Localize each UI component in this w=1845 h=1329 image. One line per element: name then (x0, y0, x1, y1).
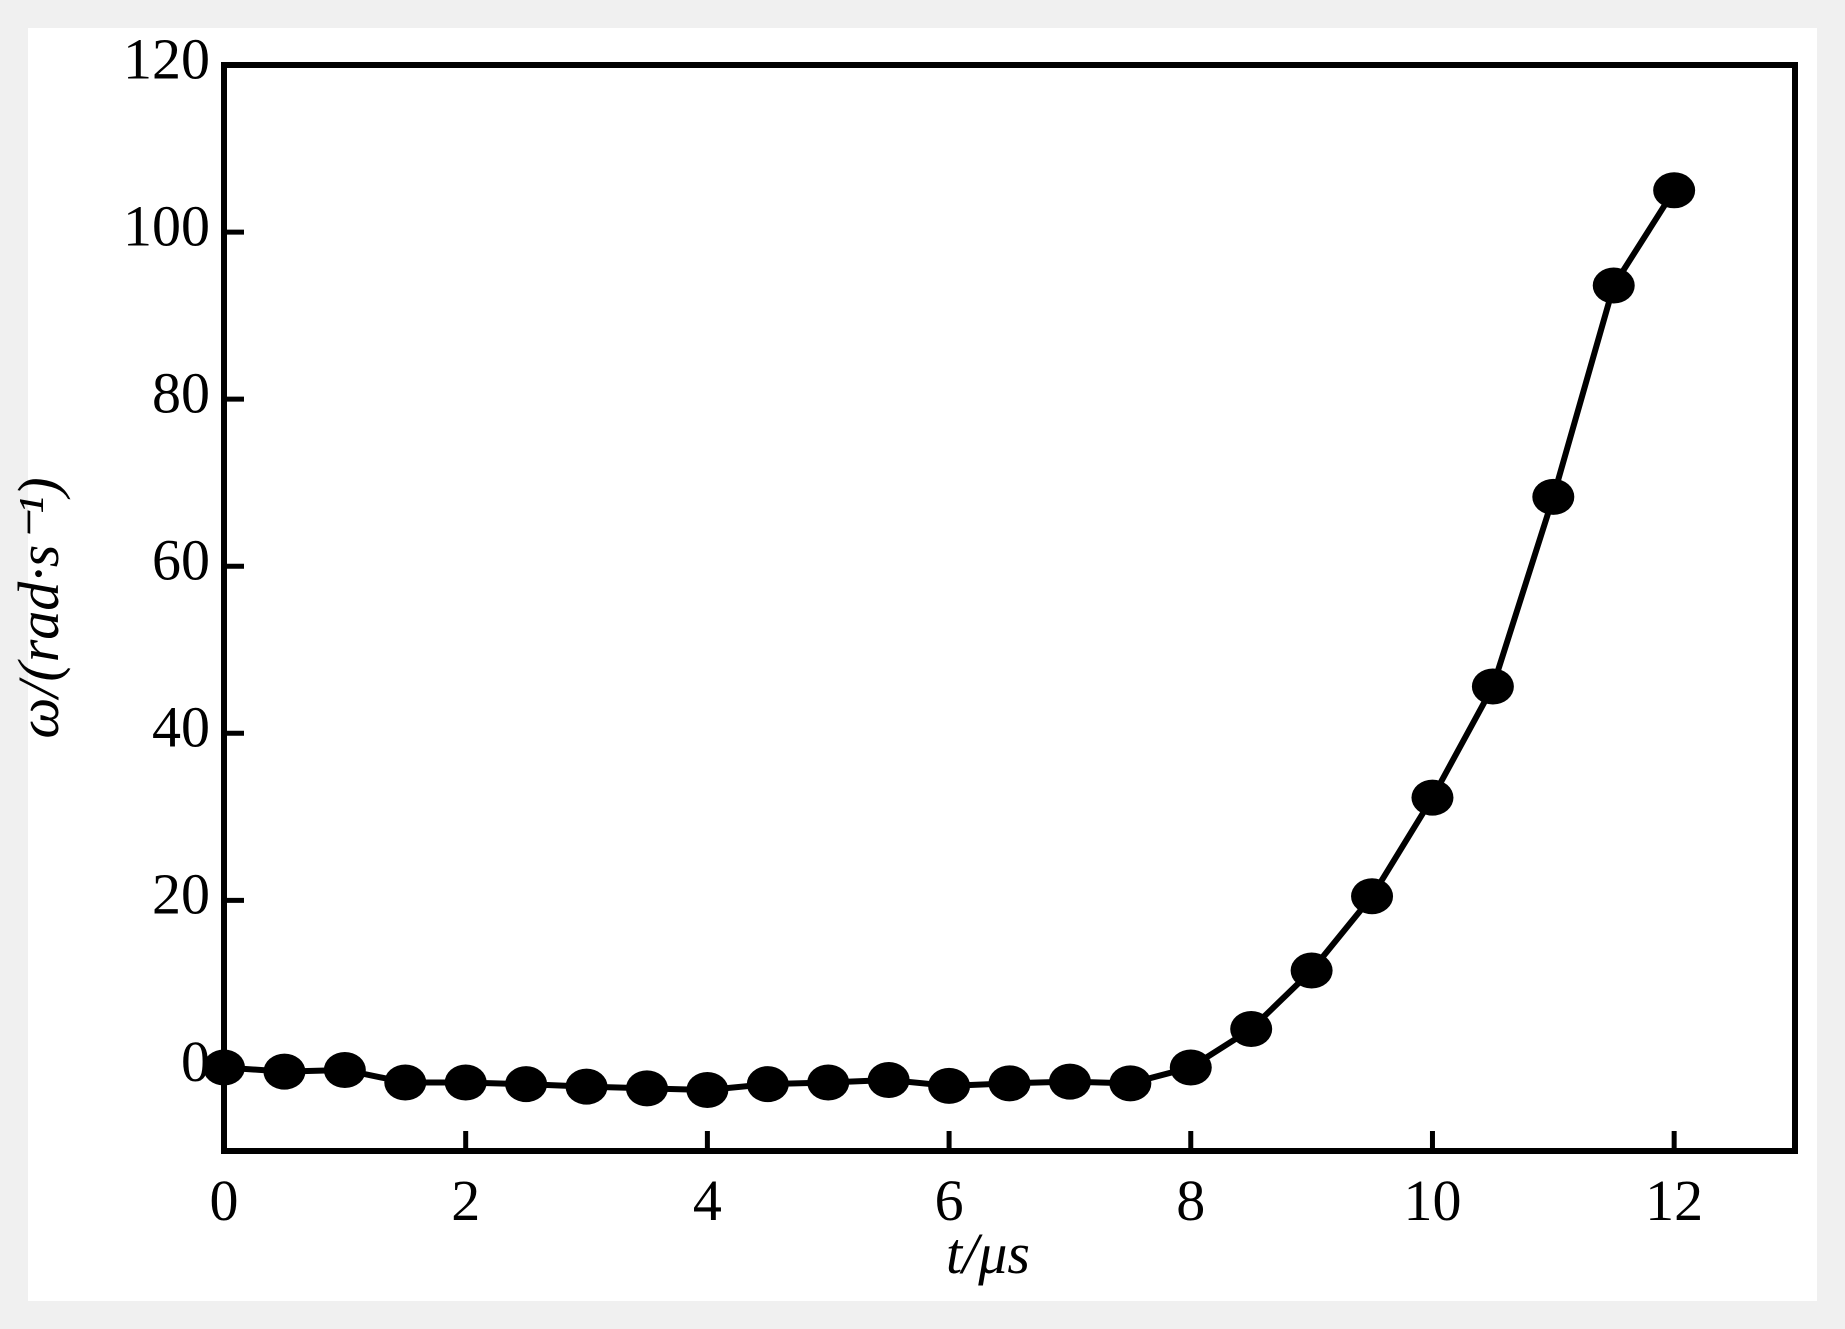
y-tick-label: 20 (152, 862, 210, 927)
plot-frame (221, 62, 1798, 1154)
data-point (1653, 172, 1696, 209)
data-point (746, 1066, 789, 1103)
y-axis-label: ω/(rad·s⁻¹) (6, 477, 71, 738)
data-point (1471, 668, 1514, 705)
x-tick-label: 10 (1403, 1168, 1461, 1233)
data-point (686, 1072, 729, 1109)
data-point (807, 1064, 850, 1101)
x-tick-label: 0 (210, 1168, 239, 1233)
x-tick-label: 6 (935, 1168, 964, 1233)
data-point (203, 1049, 245, 1086)
data-point (928, 1067, 971, 1104)
data-point (444, 1064, 487, 1101)
data-point (1109, 1065, 1152, 1102)
data-point (1592, 267, 1635, 304)
y-tick-label: 80 (152, 360, 210, 425)
data-point (625, 1070, 668, 1107)
data-point (1230, 1011, 1273, 1048)
y-tick-label: 120 (123, 26, 210, 91)
data-point (1048, 1063, 1091, 1100)
x-tick-label: 8 (1176, 1168, 1205, 1233)
y-tick-label: 40 (152, 695, 210, 760)
data-point (1290, 952, 1333, 989)
data-point (1411, 779, 1454, 816)
x-tick-label: 4 (693, 1168, 722, 1233)
y-tick-label: 100 (123, 193, 210, 258)
x-tick-label: 12 (1645, 1168, 1703, 1233)
data-point (1351, 878, 1394, 915)
x-axis-label: t/μs (946, 1221, 1030, 1286)
data-point (1169, 1049, 1212, 1086)
x-tick-label: 2 (451, 1168, 480, 1233)
chart-background (28, 28, 1817, 1301)
data-point (505, 1066, 548, 1103)
data-point (988, 1065, 1031, 1102)
y-tick-label: 60 (152, 528, 210, 593)
data-point (565, 1068, 608, 1105)
data-point (384, 1064, 427, 1101)
data-point (867, 1061, 910, 1098)
data-point (1532, 478, 1575, 515)
data-point (323, 1051, 366, 1088)
data-point (263, 1053, 306, 1090)
